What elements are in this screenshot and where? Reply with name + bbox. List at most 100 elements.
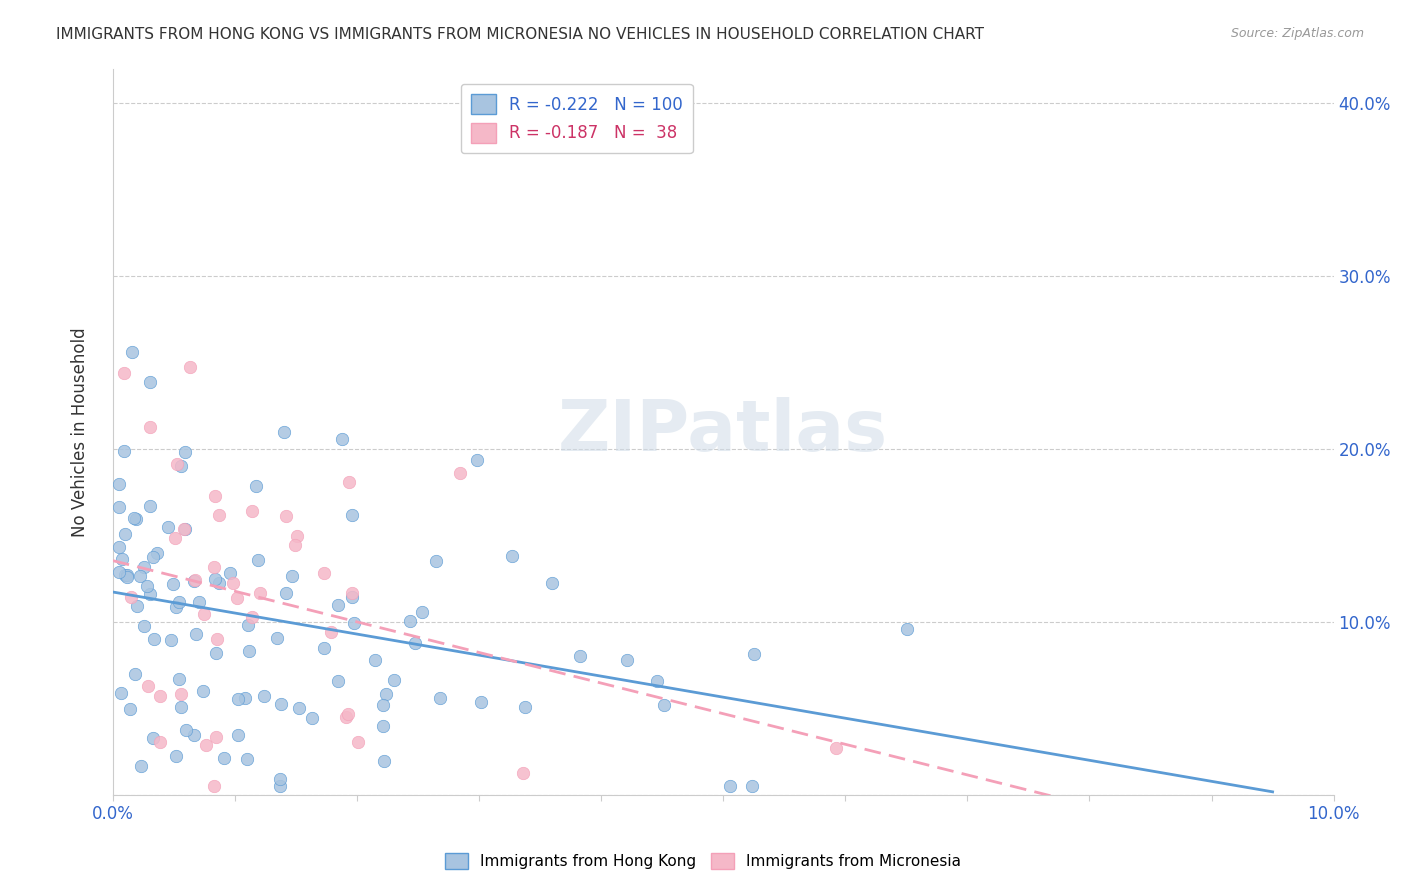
Immigrants from Hong Kong <box>108 565 131 579</box>
Immigrants from Hong Kong <box>253 689 276 703</box>
Immigrants from Micronesia <box>512 766 534 780</box>
Immigrants from Hong Kong <box>616 652 638 666</box>
Immigrants from Hong Kong <box>364 653 387 667</box>
Immigrants from Micronesia <box>204 560 226 574</box>
Immigrants from Hong Kong <box>375 687 398 701</box>
Immigrants from Micronesia <box>205 730 228 744</box>
Immigrants from Hong Kong <box>108 540 131 554</box>
Immigrants from Hong Kong <box>165 748 187 763</box>
Immigrants from Hong Kong <box>501 549 523 564</box>
Immigrants from Hong Kong <box>129 758 152 772</box>
Immigrants from Hong Kong <box>142 549 165 564</box>
Immigrants from Micronesia <box>240 610 263 624</box>
Immigrants from Micronesia <box>347 735 370 749</box>
Immigrants from Hong Kong <box>205 646 228 660</box>
Immigrants from Micronesia <box>321 625 343 640</box>
Immigrants from Micronesia <box>112 366 135 380</box>
Immigrants from Micronesia <box>204 489 226 503</box>
Immigrants from Hong Kong <box>125 512 148 526</box>
Immigrants from Hong Kong <box>330 432 353 446</box>
Immigrants from Hong Kong <box>162 577 184 591</box>
Immigrants from Hong Kong <box>226 727 249 741</box>
Immigrants from Micronesia <box>163 532 186 546</box>
Immigrants from Hong Kong <box>276 586 298 600</box>
Immigrants from Hong Kong <box>744 647 766 661</box>
Immigrants from Hong Kong <box>165 600 187 615</box>
Immigrants from Hong Kong <box>328 673 350 688</box>
Text: ZIPatlas: ZIPatlas <box>558 397 889 467</box>
Immigrants from Hong Kong <box>110 552 132 566</box>
Immigrants from Hong Kong <box>233 691 256 706</box>
Immigrants from Micronesia <box>149 735 172 749</box>
Immigrants from Hong Kong <box>340 590 363 604</box>
Immigrants from Hong Kong <box>246 552 269 566</box>
Immigrants from Hong Kong <box>169 672 191 686</box>
Immigrants from Hong Kong <box>170 700 193 714</box>
Immigrants from Hong Kong <box>245 479 267 493</box>
Immigrants from Micronesia <box>449 466 471 480</box>
Immigrants from Hong Kong <box>269 772 291 786</box>
Immigrants from Hong Kong <box>326 598 349 612</box>
Immigrants from Micronesia <box>337 475 360 490</box>
Text: IMMIGRANTS FROM HONG KONG VS IMMIGRANTS FROM MICRONESIA NO VEHICLES IN HOUSEHOLD: IMMIGRANTS FROM HONG KONG VS IMMIGRANTS … <box>56 27 984 42</box>
Immigrants from Hong Kong <box>373 755 395 769</box>
Immigrants from Hong Kong <box>371 698 394 712</box>
Immigrants from Hong Kong <box>208 576 231 591</box>
Immigrants from Hong Kong <box>425 554 447 568</box>
Immigrants from Hong Kong <box>132 560 155 574</box>
Immigrants from Hong Kong <box>183 728 205 742</box>
Immigrants from Micronesia <box>249 585 271 599</box>
Immigrants from Hong Kong <box>652 698 675 712</box>
Immigrants from Hong Kong <box>568 649 591 664</box>
Immigrants from Hong Kong <box>125 599 148 613</box>
Immigrants from Hong Kong <box>287 700 309 714</box>
Immigrants from Micronesia <box>336 706 359 721</box>
Immigrants from Hong Kong <box>108 477 131 491</box>
Legend: R = -0.222   N = 100, R = -0.187   N =  38: R = -0.222 N = 100, R = -0.187 N = 38 <box>461 84 693 153</box>
Immigrants from Hong Kong <box>301 711 323 725</box>
Immigrants from Hong Kong <box>115 567 138 582</box>
Immigrants from Hong Kong <box>541 576 564 591</box>
Immigrants from Hong Kong <box>186 627 208 641</box>
Legend: Immigrants from Hong Kong, Immigrants from Micronesia: Immigrants from Hong Kong, Immigrants fr… <box>439 847 967 875</box>
Immigrants from Hong Kong <box>110 686 132 700</box>
Immigrants from Hong Kong <box>465 453 488 467</box>
Immigrants from Hong Kong <box>132 618 155 632</box>
Immigrants from Micronesia <box>207 508 229 523</box>
Immigrants from Micronesia <box>120 591 142 605</box>
Immigrants from Hong Kong <box>371 719 394 733</box>
Immigrants from Micronesia <box>193 607 215 622</box>
Immigrants from Hong Kong <box>174 445 197 459</box>
Immigrants from Micronesia <box>202 780 225 794</box>
Immigrants from Micronesia <box>149 689 172 703</box>
Immigrants from Micronesia <box>284 538 307 552</box>
Immigrants from Hong Kong <box>647 674 669 689</box>
Immigrants from Micronesia <box>285 529 308 543</box>
Immigrants from Hong Kong <box>470 695 492 709</box>
Immigrants from Hong Kong <box>108 500 131 515</box>
Immigrants from Hong Kong <box>159 632 181 647</box>
Immigrants from Micronesia <box>170 687 193 701</box>
Immigrants from Hong Kong <box>129 569 152 583</box>
Immigrants from Hong Kong <box>280 568 302 582</box>
Immigrants from Hong Kong <box>236 752 259 766</box>
Immigrants from Hong Kong <box>269 780 291 794</box>
Immigrants from Hong Kong <box>515 699 537 714</box>
Immigrants from Hong Kong <box>398 614 420 628</box>
Immigrants from Hong Kong <box>226 691 249 706</box>
Immigrants from Hong Kong <box>114 527 136 541</box>
Immigrants from Hong Kong <box>429 690 451 705</box>
Immigrants from Hong Kong <box>156 519 179 533</box>
Immigrants from Hong Kong <box>238 644 260 658</box>
Immigrants from Hong Kong <box>122 511 145 525</box>
Immigrants from Hong Kong <box>270 697 292 711</box>
Immigrants from Micronesia <box>184 573 207 587</box>
Immigrants from Micronesia <box>166 458 188 472</box>
Immigrants from Hong Kong <box>312 640 335 655</box>
Immigrants from Micronesia <box>274 509 297 524</box>
Immigrants from Micronesia <box>340 586 363 600</box>
Immigrants from Hong Kong <box>112 444 135 458</box>
Immigrants from Hong Kong <box>170 459 193 474</box>
Immigrants from Hong Kong <box>218 566 240 581</box>
Immigrants from Hong Kong <box>121 345 143 359</box>
